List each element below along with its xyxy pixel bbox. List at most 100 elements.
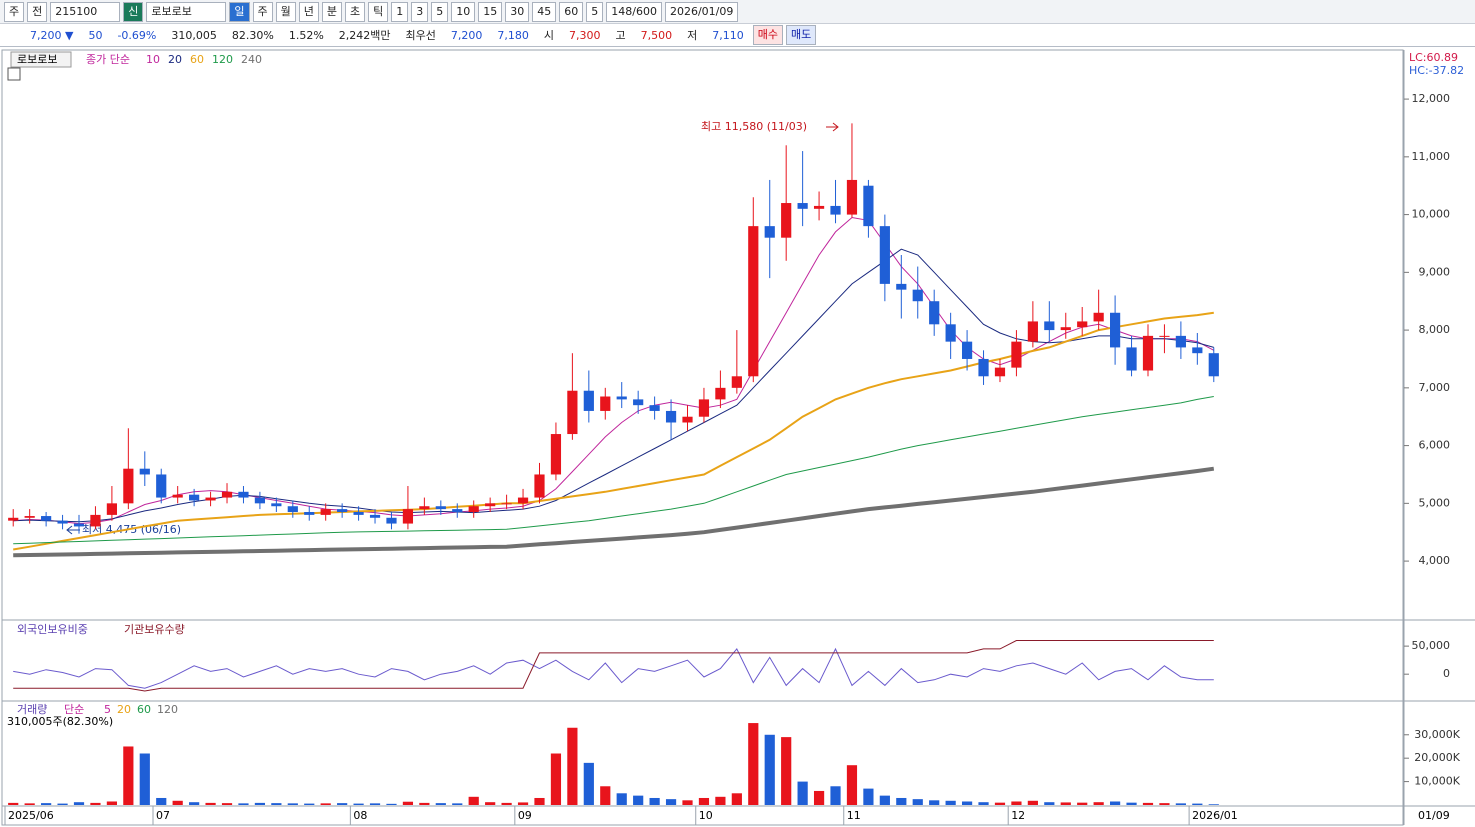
volume-bar [106,801,117,805]
toolbar-button[interactable]: 매수 [752,25,784,45]
candle-body [386,517,397,524]
candle-body [748,226,759,377]
toolbar-button[interactable]: 분 [321,1,342,22]
candle-body [123,468,134,504]
volume-bar [304,803,315,805]
y-tick-label: 6,000 [1419,439,1451,452]
moving-average [13,396,1214,545]
toolbar-button[interactable]: 전 [27,1,48,22]
volume-bar [1175,803,1186,805]
candle-body [189,494,200,501]
candle-body [994,367,1006,377]
candle-body [205,497,216,501]
volume-bar [1093,802,1104,805]
ma-prefix: 종가 단순 [86,53,130,66]
volume-bar [353,803,364,805]
candle-body [1093,312,1104,322]
lc-label: LC:60.89 [1409,51,1458,64]
y-tick-label: 9,000 [1419,265,1451,278]
toolbar-button[interactable]: 주 [4,1,25,22]
volume-bar [337,803,348,805]
legend-label: 20 [117,703,131,716]
quote-cell: 1.52% [288,28,324,42]
arrow [826,122,839,132]
moving-average [13,311,1214,551]
candle-body [715,387,726,400]
volume-bar [386,803,397,805]
moving-average [13,466,1215,558]
candle-body [600,396,611,411]
quote-cell: 50 [88,28,103,42]
volume-bar [238,803,249,805]
toolbar-button[interactable]: 2026/01/09 [664,1,739,22]
volume-bar [583,762,594,805]
toolbar-button[interactable]: 5 [586,1,604,22]
candle-body [1126,347,1137,371]
volume-bar [468,796,479,805]
y-tick-label: 4,000 [1419,554,1451,567]
legend-box [10,51,72,68]
volume-bar [879,795,890,805]
legend-label: 120 [157,703,178,716]
toolbar-button[interactable]: 초 [345,1,366,22]
candle-body [1192,347,1203,354]
volume-bar [896,797,907,805]
toolbar-button[interactable]: 30 [505,1,530,22]
toolbar-button[interactable]: 148/600 [606,1,662,22]
toolbar-button[interactable]: 10 [451,1,476,22]
volume-ma-prefix: 단순 [64,703,84,716]
candle-body [813,205,825,209]
y-tick-label: 30,000K [1414,728,1460,741]
y-tick-label: 11,000 [1412,150,1451,163]
x-tick-label: 09 [518,809,532,822]
toolbar-button[interactable]: 60 [559,1,584,22]
volume-bar [1060,802,1071,805]
quote-cell: 7,200 ▼ [30,28,74,42]
toolbar-button[interactable]: 3 [411,1,429,22]
candle-body [90,514,101,527]
indicator-line [13,647,1214,689]
candle-body [337,509,348,513]
toolbar-button[interactable]: 15 [478,1,503,22]
y-tick-label: 8,000 [1419,323,1451,336]
volume-bar [961,801,973,805]
grid-icon [7,67,21,81]
toolbar-button[interactable]: 주 [252,1,273,22]
toolbar-button[interactable]: 215100 [50,1,121,22]
x-tick-label: 08 [353,809,367,822]
toolbar-button[interactable]: 로보로보 [146,1,227,22]
quote-cell: 시 [543,29,555,42]
candle-body [781,203,792,238]
toolbar-button[interactable]: 틱 [368,1,389,22]
y-tick-label: 7,000 [1419,381,1451,394]
volume-bar [205,802,216,805]
toolbar-button[interactable]: 년 [298,1,319,22]
candle-body [402,509,414,524]
toolbar-button[interactable]: 5 [431,1,449,22]
arrow [66,525,80,535]
candle-body [353,512,364,515]
toolbar-button[interactable]: 45 [532,1,557,22]
volume-bar [731,793,742,805]
quote-cell: 7,180 [497,28,529,42]
candle-body [1060,327,1071,331]
volume-bar [781,737,792,805]
candle-body [879,226,890,284]
volume-bar [1159,803,1170,805]
volume-bar [156,797,167,805]
toolbar-button[interactable]: 1 [391,1,409,22]
candle-body [863,185,874,227]
toolbar-button[interactable]: 일 [229,1,250,22]
volume-bar [1192,803,1203,805]
last-date: 01/09 [1418,809,1450,822]
volume-bar [254,802,266,805]
indicator-line [13,640,1214,692]
volume-bar [24,803,35,805]
toolbar-button[interactable]: 월 [275,1,296,22]
toolbar-button[interactable]: 매도 [786,25,817,45]
toolbar-button[interactable]: 신 [123,1,144,22]
quote-cell: -0.69% [117,28,157,42]
candle-body [912,289,923,302]
candle-body [57,520,68,524]
candle-body [435,506,446,510]
